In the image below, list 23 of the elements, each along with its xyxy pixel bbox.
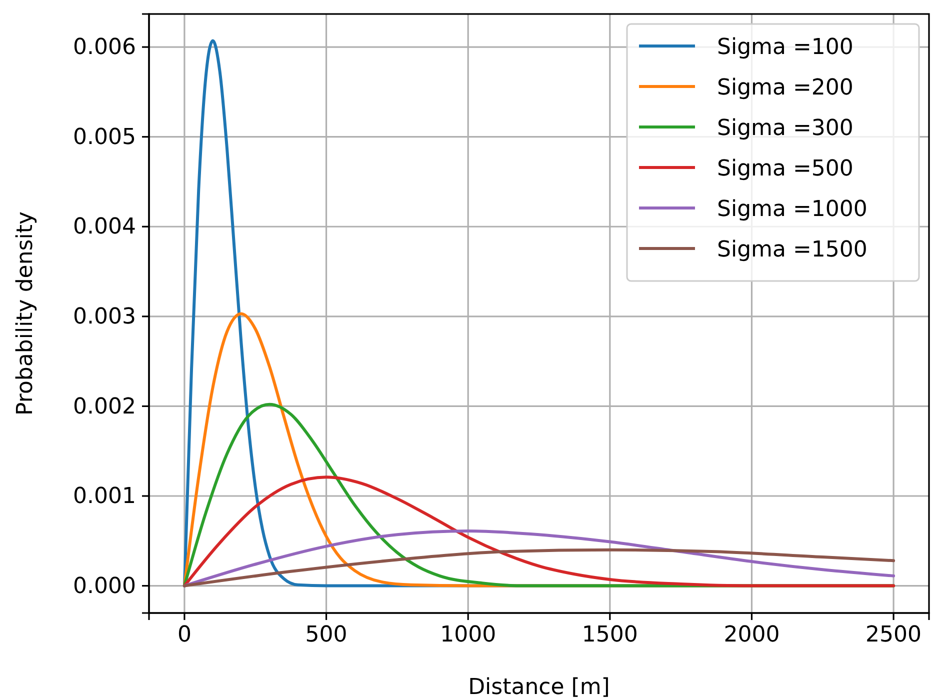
x-tick-label: 1000 xyxy=(440,622,496,648)
legend-label: Sigma =1500 xyxy=(717,238,868,262)
x-tick-label: 0 xyxy=(177,622,192,648)
y-tick-label: 0.000 xyxy=(73,574,136,599)
legend-label: Sigma =300 xyxy=(717,116,854,141)
y-tick-label: 0.006 xyxy=(73,35,136,60)
legend-label: Sigma =1000 xyxy=(717,197,868,222)
x-axis-title: Distance [m] xyxy=(468,675,610,700)
x-tick-label: 1500 xyxy=(582,622,638,648)
line-series xyxy=(182,548,896,588)
y-tick-label: 0.002 xyxy=(73,394,136,420)
legend-label: Sigma =200 xyxy=(717,76,854,100)
y-tick-label: 0.005 xyxy=(73,124,136,150)
y-tick-label: 0.001 xyxy=(73,484,136,510)
x-tick-label: 2000 xyxy=(724,622,780,648)
line-series xyxy=(182,476,896,588)
y-tick-label: 0.004 xyxy=(73,214,136,240)
y-axis-title: Probability density xyxy=(13,212,38,416)
x-tick-label: 2500 xyxy=(866,622,922,648)
legend-label: Sigma =500 xyxy=(717,156,854,182)
x-tick-label: 500 xyxy=(305,622,348,648)
legend-label: Sigma =100 xyxy=(717,35,854,60)
y-tick-label: 0.003 xyxy=(73,304,136,330)
